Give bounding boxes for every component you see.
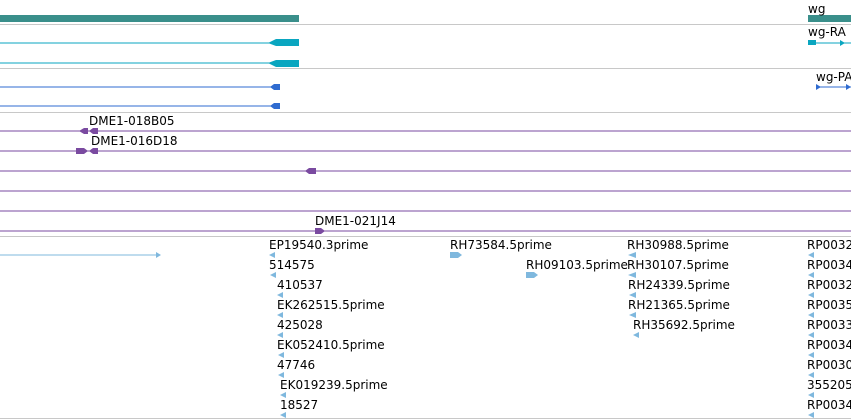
est-label[interactable]: 355205: [807, 378, 851, 392]
transcript-arrow-wg-ra: [840, 40, 845, 46]
est-track: EP19540.3prime 514575 410537 EK262515.5p…: [0, 238, 851, 418]
est-label[interactable]: EK262515.5prime: [277, 298, 385, 312]
gene-track: wg: [0, 2, 851, 22]
clone-marker[interactable]: [89, 148, 98, 154]
protein-track: wg-PA: [0, 70, 851, 109]
transcript-exon-wg-ra[interactable]: [808, 40, 816, 45]
transcript-label-wg-ra[interactable]: wg-RA: [808, 25, 847, 39]
est-label[interactable]: 18527: [280, 398, 318, 412]
est-label[interactable]: RP0033: [807, 318, 851, 332]
clone-marker[interactable]: [79, 128, 88, 134]
est-marker[interactable]: [278, 372, 284, 378]
est-marker[interactable]: [808, 352, 814, 358]
clone-marker[interactable]: [89, 128, 98, 134]
gene-bar-left[interactable]: [0, 15, 299, 22]
est-marker[interactable]: [270, 272, 276, 278]
est-label[interactable]: RH35692.5prime: [633, 318, 735, 332]
est-label[interactable]: EK019239.5prime: [280, 378, 388, 392]
est-label[interactable]: 425028: [277, 318, 323, 332]
est-label[interactable]: RH09103.5prime: [526, 258, 628, 272]
est-label[interactable]: RH24339.5prime: [628, 278, 730, 292]
est-marker[interactable]: [628, 272, 636, 278]
est-marker[interactable]: [277, 292, 283, 298]
est-marker[interactable]: [629, 312, 636, 318]
est-marker[interactable]: [278, 352, 284, 358]
est-label[interactable]: RP0034: [807, 338, 851, 352]
est-marker[interactable]: [808, 372, 814, 378]
est-label[interactable]: RP0035: [807, 298, 851, 312]
est-marker[interactable]: [808, 292, 814, 298]
clone-label[interactable]: DME1-016D18: [91, 134, 178, 148]
est-marker[interactable]: [808, 312, 814, 318]
gene-label-wg[interactable]: wg: [808, 2, 825, 16]
protein-arrow-wg-pa: [816, 84, 821, 90]
est-marker[interactable]: [628, 252, 636, 258]
est-label[interactable]: 514575: [269, 258, 315, 272]
protein-exon[interactable]: [270, 103, 280, 109]
est-label[interactable]: RH30988.5prime: [627, 238, 729, 252]
clone-marker[interactable]: [76, 148, 88, 154]
transcript-exon[interactable]: [268, 39, 299, 46]
est-marker[interactable]: [808, 332, 814, 338]
est-label[interactable]: 410537: [277, 278, 323, 292]
est-marker[interactable]: [808, 272, 814, 278]
est-marker[interactable]: [808, 392, 814, 398]
gene-bar-wg[interactable]: [808, 15, 851, 22]
est-label[interactable]: EP19540.3prime: [269, 238, 368, 252]
est-label[interactable]: RP0034: [807, 258, 851, 272]
est-label[interactable]: RP0032: [807, 278, 851, 292]
est-marker[interactable]: [450, 252, 462, 258]
est-marker[interactable]: [269, 252, 275, 258]
est-marker[interactable]: [277, 332, 283, 338]
protein-label-wg-pa[interactable]: wg-PA: [816, 70, 851, 84]
clone-track: DME1-018B05 DME1-016D18 DME1-021J14: [0, 114, 851, 234]
est-marker[interactable]: [808, 252, 814, 258]
track-separators: [0, 24, 851, 419]
est-label[interactable]: RH21365.5prime: [628, 298, 730, 312]
clone-marker[interactable]: [315, 228, 325, 234]
est-marker[interactable]: [277, 312, 283, 318]
est-label[interactable]: RP0034: [807, 398, 851, 412]
transcript-track: wg-RA: [0, 25, 851, 67]
est-marker[interactable]: [633, 332, 639, 338]
protein-exon[interactable]: [270, 84, 280, 90]
est-arrow: [156, 252, 161, 258]
est-label[interactable]: RH30107.5prime: [627, 258, 729, 272]
est-marker[interactable]: [629, 292, 636, 298]
clone-label[interactable]: DME1-021J14: [315, 214, 396, 228]
est-marker[interactable]: [808, 412, 814, 418]
est-label[interactable]: EK052410.5prime: [277, 338, 385, 352]
est-label[interactable]: RP0032: [807, 238, 851, 252]
est-label[interactable]: RH73584.5prime: [450, 238, 552, 252]
est-marker[interactable]: [526, 272, 538, 278]
est-label[interactable]: 47746: [277, 358, 315, 372]
est-marker[interactable]: [280, 392, 286, 398]
est-label[interactable]: RP0030: [807, 358, 851, 372]
clone-marker[interactable]: [305, 168, 316, 174]
protein-arrow-wg-pa: [846, 84, 851, 90]
clone-label[interactable]: DME1-018B05: [89, 114, 175, 128]
est-marker[interactable]: [280, 412, 286, 418]
transcript-exon[interactable]: [268, 60, 299, 67]
